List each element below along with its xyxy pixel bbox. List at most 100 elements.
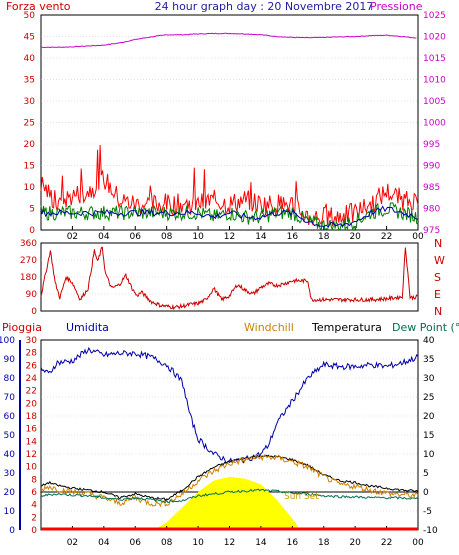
- compass-label: N: [434, 237, 442, 250]
- rain-tick-label: 22: [26, 387, 37, 397]
- temperature-tick-label: 40: [423, 336, 435, 346]
- direction-tick-label: 90: [26, 290, 38, 300]
- x-tick-label: 20: [349, 538, 361, 548]
- x-tick-label: 00: [412, 538, 424, 548]
- compass-label: W: [434, 254, 445, 267]
- x-tick-label: 02: [67, 538, 78, 548]
- pressure-line: [40, 32, 417, 49]
- temperature-legend-label: Temperatura: [311, 321, 382, 334]
- rain-tick-label: 16: [26, 425, 38, 435]
- x-tick-label: 20: [349, 232, 361, 242]
- humidity-tick-label: 90: [4, 355, 16, 365]
- x-tick-label: 00: [412, 232, 424, 242]
- windchill-legend-label: Windchill: [244, 321, 294, 334]
- direction-tick-label: 180: [20, 273, 37, 283]
- wind-axis-label: Forza vento: [6, 0, 71, 13]
- temperature-tick-label: 25: [423, 393, 434, 403]
- pressure-tick-label: 985: [423, 183, 440, 193]
- x-tick-label: 18: [318, 232, 330, 242]
- temperature-tick-label: -10: [423, 526, 438, 536]
- compass-label: S: [434, 271, 441, 284]
- rain-tick-label: 2: [31, 513, 37, 523]
- wind-tick-label: 5: [29, 205, 35, 215]
- pressure-tick-label: 995: [423, 140, 440, 150]
- wind-direction-line: [40, 246, 418, 311]
- compass-label: E: [434, 288, 441, 301]
- temperature-tick-label: 5: [423, 469, 429, 479]
- rain-tick-label: 6: [31, 488, 37, 498]
- x-tick-label: 10: [192, 232, 204, 242]
- rain-tick-label: 24: [26, 374, 38, 384]
- wind-direction-plot-frame: [40, 242, 419, 312]
- rain-tick-label: 10: [26, 463, 38, 473]
- x-tick-label: 18: [318, 538, 330, 548]
- x-tick-label: 22: [381, 232, 392, 242]
- rain-tick-label: 14: [26, 437, 38, 447]
- humidity-tick-label: 100: [0, 336, 15, 346]
- humidity-legend-label: Umidita: [66, 321, 109, 334]
- x-tick-label: 12: [224, 538, 235, 548]
- humidity-tick-label: 50: [4, 431, 16, 441]
- temperature-tick-label: -5: [423, 507, 432, 517]
- rain-tick-label: 30: [26, 336, 38, 346]
- pressure-tick-label: 980: [423, 205, 440, 215]
- pressure-tick-label: 1005: [423, 97, 446, 107]
- humidity-tick-label: 20: [4, 488, 16, 498]
- sun-set-label: Sun Set: [284, 492, 319, 502]
- wind-tick-label: 30: [24, 97, 36, 107]
- dew-point-legend-label: Dew Point (°C: [392, 321, 459, 334]
- pressure-tick-label: 975: [423, 226, 440, 236]
- temperature-tick-label: 15: [423, 431, 434, 441]
- x-tick-label: 06: [130, 232, 142, 242]
- rain-tick-label: 12: [26, 450, 37, 460]
- wind-tick-label: 0: [29, 226, 35, 236]
- x-tick-label: 04: [98, 538, 110, 548]
- x-tick-label: 16: [287, 538, 299, 548]
- x-tick-label: 12: [224, 232, 235, 242]
- temperature-tick-label: 10: [423, 450, 435, 460]
- wind-pressure-panel: Forza vento 24 hour graph day : 20 Novem…: [6, 0, 446, 242]
- x-tick-label: 22: [381, 538, 392, 548]
- rain-tick-label: 20: [26, 399, 38, 409]
- temperature-tick-label: 0: [423, 488, 429, 498]
- windchill-line: [40, 454, 419, 508]
- rain-tick-label: 4: [31, 501, 37, 511]
- temperature-line: [40, 454, 419, 502]
- pressure-tick-label: 1010: [423, 76, 446, 86]
- pressure-tick-label: 990: [423, 162, 440, 172]
- wind-tick-label: 20: [24, 140, 36, 150]
- rain-tick-label: 0: [31, 526, 37, 536]
- wind-tick-label: 35: [24, 76, 35, 86]
- wind-mean-line: [40, 205, 419, 228]
- x-tick-label: 10: [192, 538, 204, 548]
- x-tick-label: 08: [161, 232, 173, 242]
- rain-axis-label: Pioggia: [2, 321, 42, 334]
- x-tick-label: 04: [98, 232, 110, 242]
- direction-tick-label: 360: [20, 239, 37, 249]
- wind-tick-label: 50: [24, 11, 36, 21]
- x-tick-label: 06: [130, 538, 142, 548]
- humidity-tick-label: 10: [4, 507, 16, 517]
- pressure-tick-label: 1000: [423, 119, 446, 129]
- wind-tick-label: 10: [24, 183, 36, 193]
- humidity-tick-label: 70: [4, 393, 16, 403]
- wind-pressure-plot-frame: [40, 14, 419, 231]
- rain-tick-label: 8: [31, 475, 37, 485]
- temperature-tick-label: 20: [423, 412, 435, 422]
- pressure-axis-label: Pressione: [370, 0, 423, 13]
- rain-tick-label: 26: [26, 361, 38, 371]
- direction-tick-label: 270: [20, 256, 37, 266]
- rain-tick-label: 28: [26, 349, 38, 359]
- pressure-tick-label: 1025: [423, 11, 446, 21]
- direction-tick-label: 0: [31, 307, 37, 317]
- pressure-tick-label: 1015: [423, 54, 446, 64]
- humidity-tick-label: 40: [4, 450, 16, 460]
- humidity-tick-label: 80: [4, 374, 16, 384]
- x-tick-label: 16: [287, 232, 299, 242]
- x-tick-label: 14: [255, 538, 267, 548]
- x-tick-label: 02: [67, 232, 78, 242]
- x-tick-label: 08: [161, 538, 173, 548]
- dew-point-line: [40, 488, 419, 504]
- chart-title: 24 hour graph day : 20 Novembre 2017: [155, 0, 374, 13]
